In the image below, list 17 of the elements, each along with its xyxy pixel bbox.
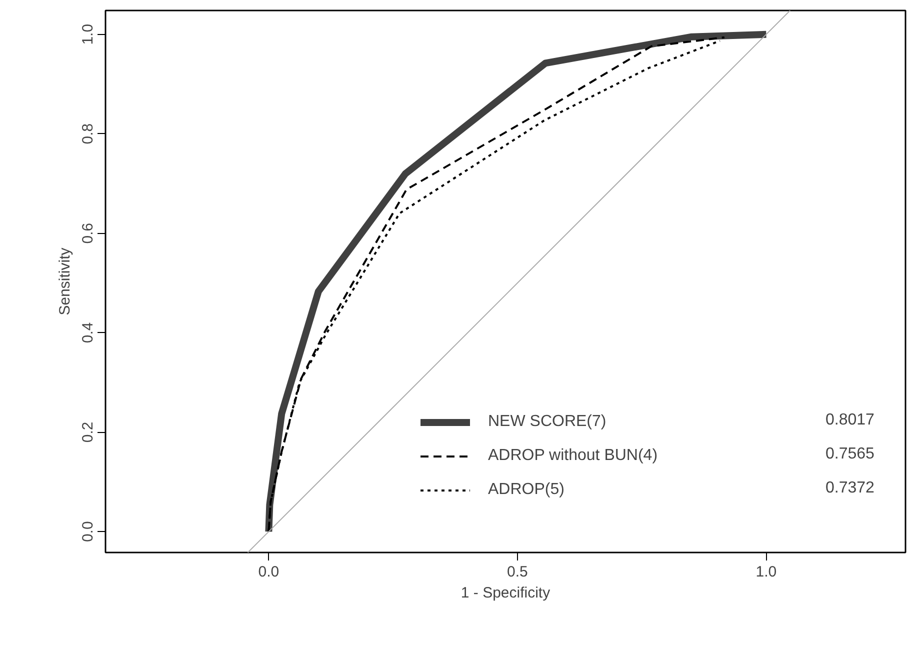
y-tick-label: 1.0 xyxy=(80,24,96,45)
legend-label: NEW SCORE(7) xyxy=(488,412,606,432)
annotation: 0.8017 xyxy=(826,412,875,428)
x-tick-label: 1.0 xyxy=(756,564,777,580)
y-tick-label: 0.4 xyxy=(80,322,96,344)
x-tick-label: 0.0 xyxy=(258,564,280,580)
y-axis-title: Sensitivity xyxy=(56,247,74,316)
y-tick-label: 0.0 xyxy=(80,521,96,542)
x-tick-label: 0.5 xyxy=(507,564,528,580)
y-tick-label: 0.2 xyxy=(80,422,96,443)
legend-label: ADROP(5) xyxy=(488,480,564,500)
annotation: 0.7565 xyxy=(826,446,875,462)
y-tick-label: 0.6 xyxy=(80,222,96,244)
legend-label: ADROP without BUN(4) xyxy=(488,446,658,466)
annotation: 0.7372 xyxy=(826,480,875,496)
y-tick-label: 0.8 xyxy=(80,123,96,144)
x-axis-title: 1 - Specificity xyxy=(460,584,551,602)
